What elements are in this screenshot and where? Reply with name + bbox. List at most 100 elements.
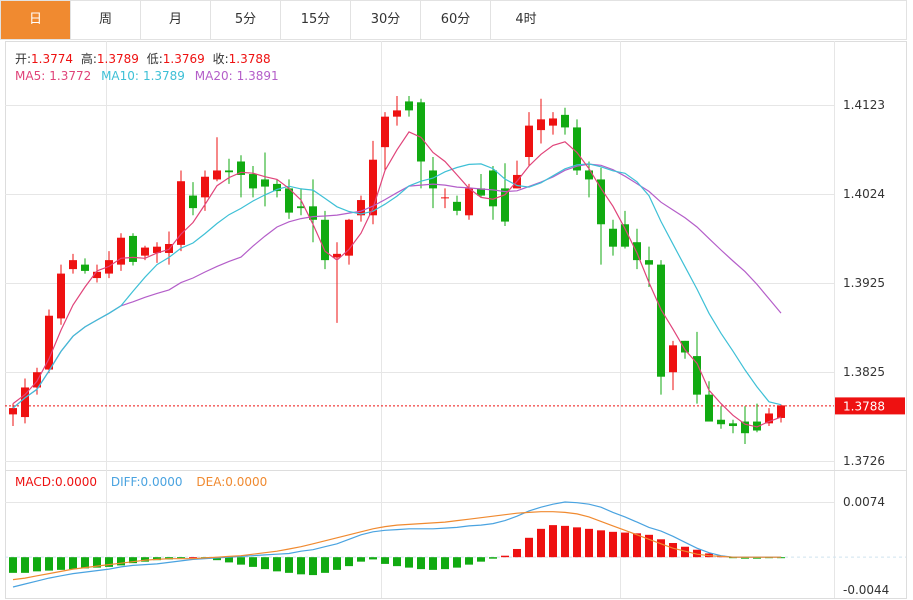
candle-body	[453, 201, 461, 211]
macd-bar	[549, 525, 557, 558]
candle-body	[393, 110, 401, 117]
candle-body	[561, 114, 569, 128]
diff-line	[12, 501, 781, 588]
macd-lines	[12, 501, 781, 588]
macd-bar	[429, 557, 437, 570]
macd-bar	[657, 539, 665, 558]
macd-bar	[753, 557, 761, 559]
candle-body	[201, 176, 209, 198]
candle-body	[777, 405, 785, 418]
candle-body	[585, 170, 593, 180]
candle-body	[405, 101, 413, 111]
candle-body	[705, 394, 713, 422]
tab-day[interactable]: 日	[1, 1, 71, 39]
candle-body	[669, 345, 677, 373]
macd-bar	[489, 557, 497, 559]
candle-body	[729, 423, 737, 427]
macd-bar	[93, 557, 101, 568]
diff-label: DIFF:	[111, 475, 141, 489]
current-price-tag	[835, 397, 905, 415]
macd-bar	[309, 557, 317, 576]
macd-bar	[477, 557, 485, 562]
close-value: 1.3788	[229, 52, 271, 66]
macd-bar	[321, 557, 329, 573]
macd-bar	[357, 557, 365, 562]
candle-body	[525, 125, 533, 158]
macd-bar	[81, 557, 89, 569]
timeframe-tabs: 日 周 月 5分 15分 30分 60分 4时	[0, 0, 907, 40]
candle-body	[213, 170, 221, 180]
candle-body	[501, 188, 509, 222]
grid	[5, 41, 907, 599]
ma10-value: 1.3789	[143, 69, 185, 83]
macd-bar	[621, 532, 629, 558]
candle-body	[93, 271, 101, 279]
macd-bar	[585, 528, 593, 558]
tab-15min[interactable]: 15分	[281, 1, 351, 39]
candle-body	[273, 183, 281, 192]
candle-body	[357, 200, 365, 216]
ohlc-info: 开:1.3774 高:1.3789 低:1.3769 收:1.3788	[15, 51, 271, 66]
macd-bar	[609, 531, 617, 558]
candle-body	[129, 235, 137, 262]
macd-value: 0.0000	[55, 475, 97, 489]
ma5-line	[12, 131, 782, 428]
macd-bar	[693, 549, 701, 558]
ma20-line	[12, 163, 782, 409]
macd-bar	[225, 557, 233, 563]
macd-info: MACD:0.0000 DIFF:0.0000 DEA:0.0000	[15, 475, 267, 489]
candle-body	[753, 421, 761, 431]
macd-bar	[393, 557, 401, 567]
candle-body	[693, 356, 701, 395]
candle-body	[489, 170, 497, 207]
candle-body	[177, 181, 185, 245]
macd-label: MACD:	[15, 475, 55, 489]
macd-bar	[645, 534, 653, 558]
low-label: 低:	[147, 52, 163, 66]
macd-bar	[465, 557, 473, 565]
macd-bar	[681, 546, 689, 558]
macd-bar	[345, 557, 353, 567]
macd-bar	[9, 557, 17, 573]
candle-body	[345, 219, 353, 256]
candle-body	[45, 315, 53, 370]
candle-body	[645, 260, 653, 265]
candle-body	[225, 170, 233, 173]
ma5-value: 1.3772	[49, 69, 91, 83]
macd-bar	[213, 557, 221, 561]
ma5-label: MA5:	[15, 69, 45, 83]
candle-body	[309, 206, 317, 220]
candle-body	[297, 206, 305, 209]
tab-month[interactable]: 月	[141, 1, 211, 39]
macd-bar	[381, 557, 389, 564]
y-tick-label: 1.4024	[843, 187, 885, 201]
tab-week[interactable]: 周	[71, 1, 141, 39]
macd-bar	[21, 557, 29, 573]
candle-body	[765, 413, 773, 424]
macd-bar	[117, 557, 125, 566]
candle-body	[189, 195, 197, 209]
ma-lines	[12, 131, 782, 428]
macd-tick-label: -0.0044	[843, 583, 889, 597]
tab-5min[interactable]: 5分	[211, 1, 281, 39]
macd-bar	[249, 557, 257, 567]
ma-info: MA5: 1.3772 MA10: 1.3789 MA20: 1.3891	[15, 69, 279, 83]
macd-bar	[45, 557, 53, 571]
y-tick-label: 1.3925	[843, 276, 885, 290]
candle-body	[369, 159, 377, 216]
candle-body	[573, 127, 581, 171]
low-value: 1.3769	[163, 52, 205, 66]
tab-4hour[interactable]: 4时	[515, 12, 537, 27]
macd-bar	[129, 557, 137, 564]
open-value: 1.3774	[31, 52, 73, 66]
candles	[9, 96, 785, 444]
macd-bar	[69, 557, 77, 570]
y-tick-label: 1.4123	[843, 98, 885, 112]
ma10-label: MA10:	[101, 69, 139, 83]
tab-30min[interactable]: 30分	[351, 1, 421, 39]
dea-label: DEA:	[196, 475, 225, 489]
close-label: 收:	[213, 52, 229, 66]
candle-body	[597, 179, 605, 225]
tab-60min[interactable]: 60分	[421, 1, 491, 39]
